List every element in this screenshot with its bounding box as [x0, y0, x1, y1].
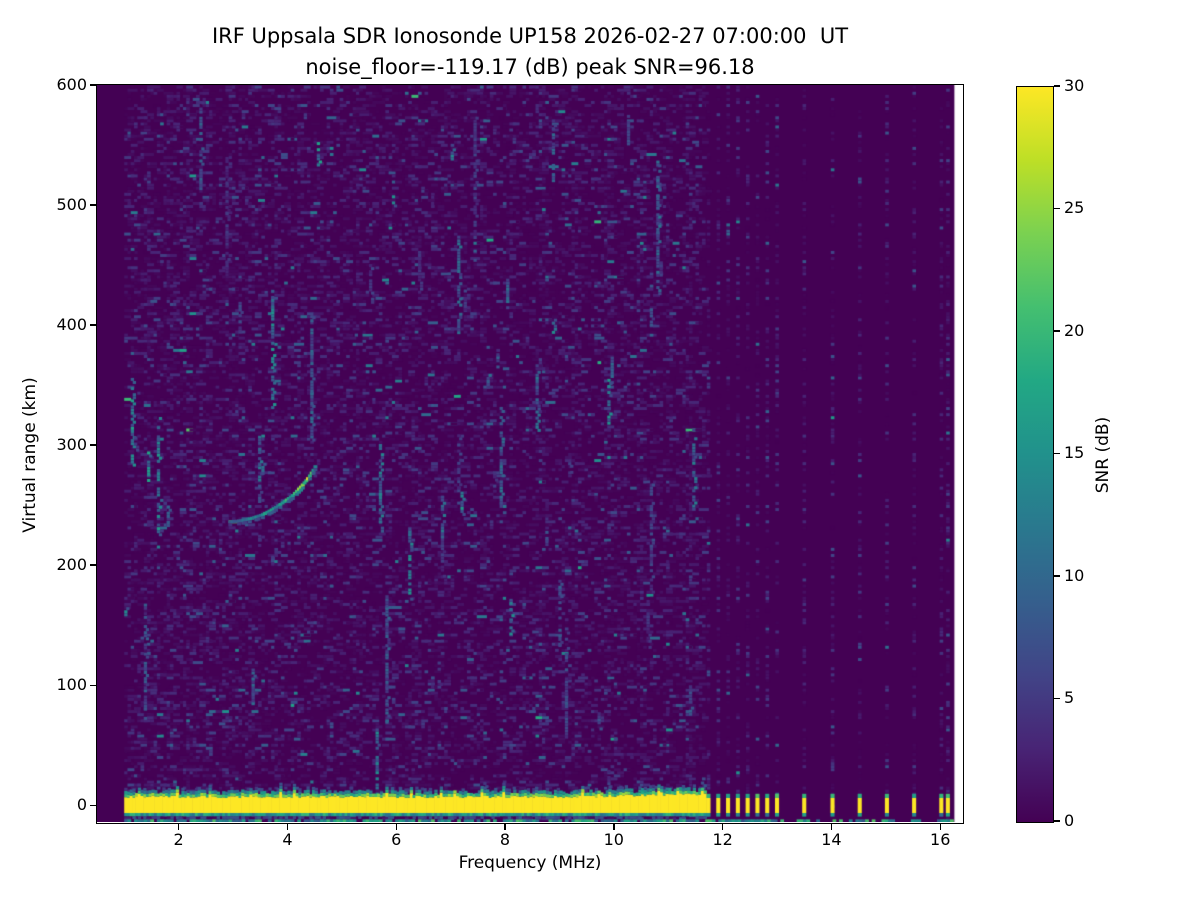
x-tick [395, 823, 397, 830]
y-tick-label: 200 [56, 554, 87, 574]
x-tick-label: 14 [821, 830, 842, 849]
colorbar-tick-label: 5 [1064, 688, 1075, 707]
x-tick-label: 12 [712, 830, 733, 849]
x-axis-label: Frequency (MHz) [458, 853, 602, 873]
x-tick [178, 823, 180, 830]
y-tick [89, 804, 96, 806]
plot-frame [95, 83, 964, 824]
y-tick-label: 500 [56, 194, 87, 214]
x-tick-label: 10 [603, 830, 624, 849]
y-tick-label: 300 [56, 434, 87, 454]
y-tick [89, 204, 96, 206]
colorbar [1015, 85, 1054, 823]
y-tick-label: 100 [56, 674, 87, 694]
colorbar-tick-label: 15 [1064, 443, 1085, 462]
x-tick-label: 16 [930, 830, 951, 849]
colorbar-tick [1054, 575, 1060, 577]
colorbar-tick-label: 10 [1064, 565, 1085, 585]
colorbar-tick [1054, 85, 1060, 87]
x-tick-label: 4 [282, 830, 293, 849]
x-tick-label: 2 [173, 830, 184, 849]
y-tick [89, 564, 96, 566]
page-title: IRF Uppsala SDR Ionosonde UP158 2026-02-… [211, 24, 849, 48]
y-tick-label: 0 [76, 794, 87, 814]
colorbar-gradient [1016, 86, 1053, 822]
x-tick-label: 8 [499, 830, 511, 849]
y-tick [89, 84, 96, 86]
colorbar-tick-label: 30 [1064, 75, 1085, 95]
x-tick [504, 823, 506, 830]
y-tick-label: 400 [56, 314, 87, 334]
ionogram-heatmap [97, 85, 962, 822]
colorbar-tick [1054, 697, 1060, 700]
x-tick [830, 823, 833, 830]
colorbar-tick [1054, 820, 1060, 822]
x-tick [722, 823, 724, 830]
x-tick [613, 823, 615, 830]
x-tick [286, 823, 289, 830]
y-tick [89, 444, 96, 446]
colorbar-tick-label: 20 [1064, 320, 1085, 340]
page-subtitle: noise_floor=-119.17 (dB) peak SNR=96.18 [305, 55, 755, 79]
y-tick [89, 324, 96, 326]
x-tick [939, 823, 941, 830]
y-tick-label: 600 [56, 74, 87, 94]
colorbar-tick [1054, 452, 1060, 455]
colorbar-tick [1054, 207, 1060, 210]
y-tick [89, 684, 96, 686]
colorbar-tick-label: 25 [1064, 198, 1085, 217]
x-tick-label: 6 [391, 830, 402, 849]
colorbar-tick-label: 0 [1064, 810, 1075, 830]
colorbar-tick [1054, 330, 1060, 332]
